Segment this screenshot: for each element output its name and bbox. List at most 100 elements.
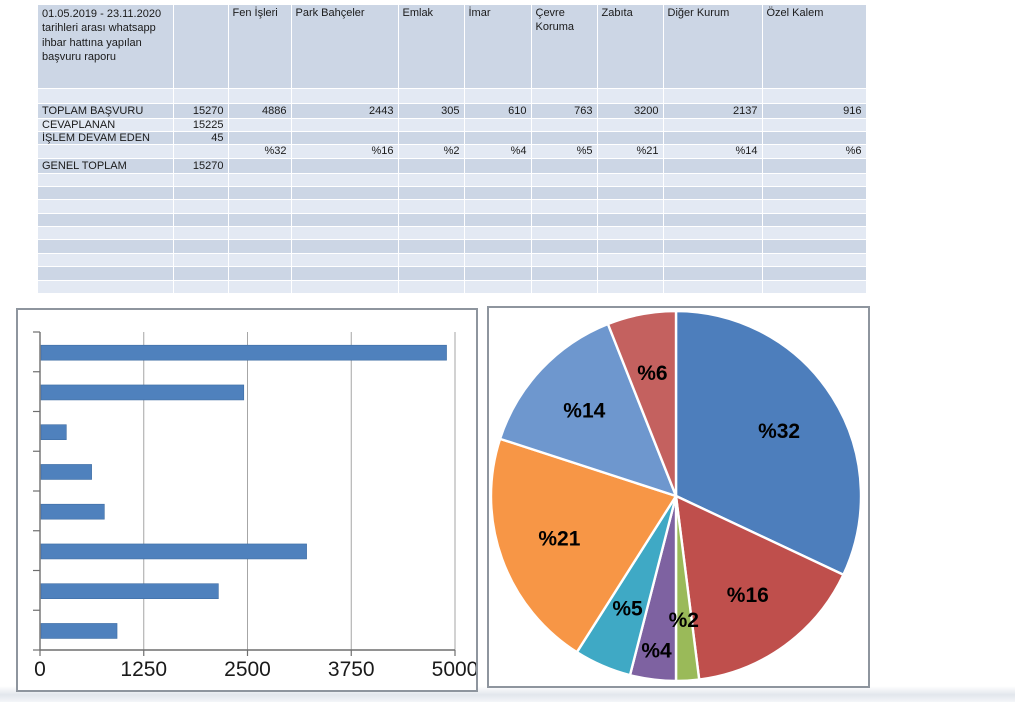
table-cell-empty	[398, 213, 465, 228]
table-cell-empty	[173, 186, 229, 201]
table-cell-empty	[464, 266, 532, 281]
table-cell-empty	[228, 239, 292, 254]
table-cell-empty	[398, 266, 465, 281]
table-cell-empty	[663, 226, 763, 241]
table-cell-empty	[762, 213, 867, 228]
row-total: 45	[173, 131, 229, 145]
table-cell-empty	[228, 173, 292, 187]
column-header: Zabıta	[597, 5, 664, 89]
table-cell-empty	[597, 253, 664, 268]
pie-slice-7	[606, 309, 678, 498]
table-cell-empty	[173, 213, 229, 228]
column-header: Park Bahçeler	[291, 5, 399, 89]
bar-3	[40, 464, 92, 480]
bar-7	[40, 623, 118, 639]
table-cell-empty	[464, 88, 532, 104]
table-cell-empty	[398, 226, 465, 241]
bar-2	[40, 424, 67, 440]
table-cell-empty	[38, 213, 174, 228]
table-cell-empty	[398, 173, 465, 187]
row-label: CEVAPLANAN	[38, 118, 174, 132]
table-cell-empty	[464, 199, 532, 214]
table-cell	[663, 118, 763, 132]
table-cell	[531, 118, 598, 132]
table-cell	[228, 118, 292, 132]
pie-slice-label-6: %14	[563, 399, 605, 422]
table-cell-empty	[597, 239, 664, 254]
table-cell	[762, 158, 867, 174]
pie-chart: %32 %16 %2 %4 %5 %21 %14 %6	[487, 306, 870, 688]
table-cell-empty	[531, 199, 598, 214]
pie-slice-label-0: %32	[758, 420, 800, 443]
table-cell	[398, 118, 465, 132]
table-cell-empty	[464, 173, 532, 187]
table-row	[38, 239, 867, 254]
table-cell-empty	[228, 199, 292, 214]
table-cell: 305	[398, 103, 465, 119]
table-cell-empty	[531, 239, 598, 254]
row-label: GENEL TOPLAM	[38, 158, 174, 174]
pie-slice-label-7: %6	[637, 362, 667, 385]
table-cell: %16	[291, 144, 399, 159]
table-cell: %21	[597, 144, 664, 159]
table-cell-empty	[398, 239, 465, 254]
row-total: 15270	[173, 103, 229, 119]
table-cell-empty	[597, 186, 664, 201]
table-cell-empty	[173, 88, 229, 104]
table-cell-empty	[38, 199, 174, 214]
table-cell	[398, 158, 465, 174]
table-cell-empty	[291, 213, 399, 228]
table-row: TOPLAM BAŞVURU 15270 4886 2443 305 610 763 3200…	[38, 103, 867, 119]
table-cell	[291, 131, 399, 145]
table-cell-empty	[38, 253, 174, 268]
table-cell-empty	[38, 88, 174, 104]
row-label: TOPLAM BAŞVURU	[38, 103, 174, 119]
table-cell-empty	[173, 239, 229, 254]
row-total: 15270	[173, 158, 229, 174]
pie-chart-canvas: %32 %16 %2 %4 %5 %21 %14 %6	[489, 309, 863, 683]
table-cell	[531, 131, 598, 145]
table-cell: %2	[398, 144, 465, 159]
pie-slice-label-1: %16	[727, 584, 769, 607]
bar-1	[40, 384, 245, 401]
column-header: Özel Kalem	[762, 5, 867, 89]
table-row	[38, 253, 867, 268]
table-cell-empty	[173, 280, 229, 295]
bar-6	[40, 583, 219, 600]
table-cell-empty	[38, 226, 174, 241]
x-tick-label: 3750	[328, 658, 375, 681]
table-cell-empty	[398, 280, 465, 295]
pie-slice-label-3: %4	[641, 640, 672, 663]
table-row: CEVAPLANAN 15225	[38, 118, 867, 132]
table-cell	[291, 158, 399, 174]
table-cell-empty	[291, 266, 399, 281]
table-cell-empty	[398, 88, 465, 104]
table-cell: 2443	[291, 103, 399, 119]
table-cell-empty	[663, 239, 763, 254]
table-cell-empty	[531, 266, 598, 281]
table-cell: 3200	[597, 103, 664, 119]
table-cell-empty	[38, 186, 174, 201]
table-cell-empty	[398, 199, 465, 214]
column-header-blank	[173, 5, 229, 89]
whatsapp-report-table: 01.05.2019 - 23.11.2020 tarihleri arası …	[38, 5, 867, 295]
table-cell-empty	[663, 253, 763, 268]
table-cell-empty	[228, 266, 292, 281]
table-cell-empty	[762, 186, 867, 201]
table-cell: 2137	[663, 103, 763, 119]
table-cell-empty	[291, 239, 399, 254]
table-cell: %6	[762, 144, 867, 159]
table-cell-empty	[464, 186, 532, 201]
table-cell-empty	[597, 88, 664, 104]
table-cell-empty	[464, 280, 532, 295]
table-cell-empty	[762, 199, 867, 214]
column-header: İmar	[464, 5, 532, 89]
table-cell	[762, 118, 867, 132]
table-cell-empty	[597, 173, 664, 187]
bar-5	[40, 543, 307, 560]
table-cell-empty	[762, 88, 867, 104]
table-cell	[291, 118, 399, 132]
table-cell: 916	[762, 103, 867, 119]
report-title: 01.05.2019 - 23.11.2020 tarihleri arası …	[38, 5, 174, 89]
pie-slice-label-5: %21	[538, 527, 580, 550]
